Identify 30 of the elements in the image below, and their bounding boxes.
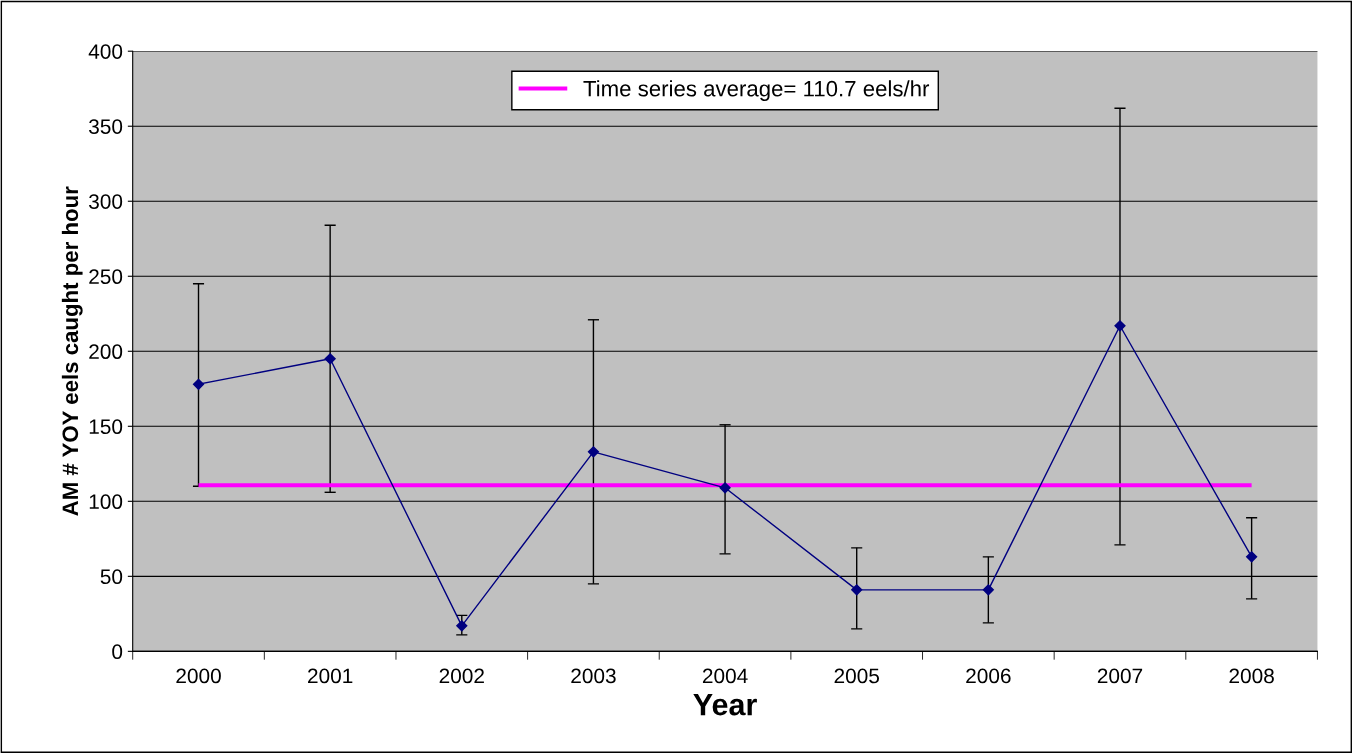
point	[324, 353, 336, 365]
y-tick-label: 250	[89, 269, 123, 285]
y-tick-label: 50	[100, 569, 123, 585]
x-tick-label: 2006	[966, 668, 1011, 684]
point	[719, 482, 731, 494]
point	[456, 620, 468, 632]
x-tick-label: 2003	[571, 668, 616, 684]
x-tick-label: 2008	[1229, 668, 1274, 684]
y-tick-label: 100	[89, 494, 123, 510]
y-tick-label: 300	[89, 194, 123, 209]
x-tick-label: 2004	[702, 668, 748, 684]
x-axis-title: Year	[693, 694, 757, 716]
y-axis-title: AM # YOY eels caught per hour	[61, 186, 83, 516]
point	[1246, 551, 1258, 563]
x-tick-label: 2007	[1097, 668, 1143, 684]
y-tick-label: 400	[88, 44, 123, 59]
x-tick-label: 2002	[439, 668, 484, 684]
point	[851, 584, 863, 596]
point	[587, 446, 600, 458]
y-tick-label: 150	[89, 419, 123, 435]
y-tick-label: 350	[89, 119, 123, 134]
y-tick-label: 200	[89, 344, 123, 360]
x-tick-label: 2001	[308, 668, 353, 684]
point	[982, 584, 994, 596]
x-tick-label: 2005	[834, 668, 880, 684]
point	[1114, 320, 1126, 332]
point	[192, 378, 205, 390]
legend-label: Time series average= 110.7 eels/hr	[583, 80, 930, 101]
y-tick-label: 0	[112, 644, 123, 660]
x-tick-label: 2000	[176, 668, 221, 684]
